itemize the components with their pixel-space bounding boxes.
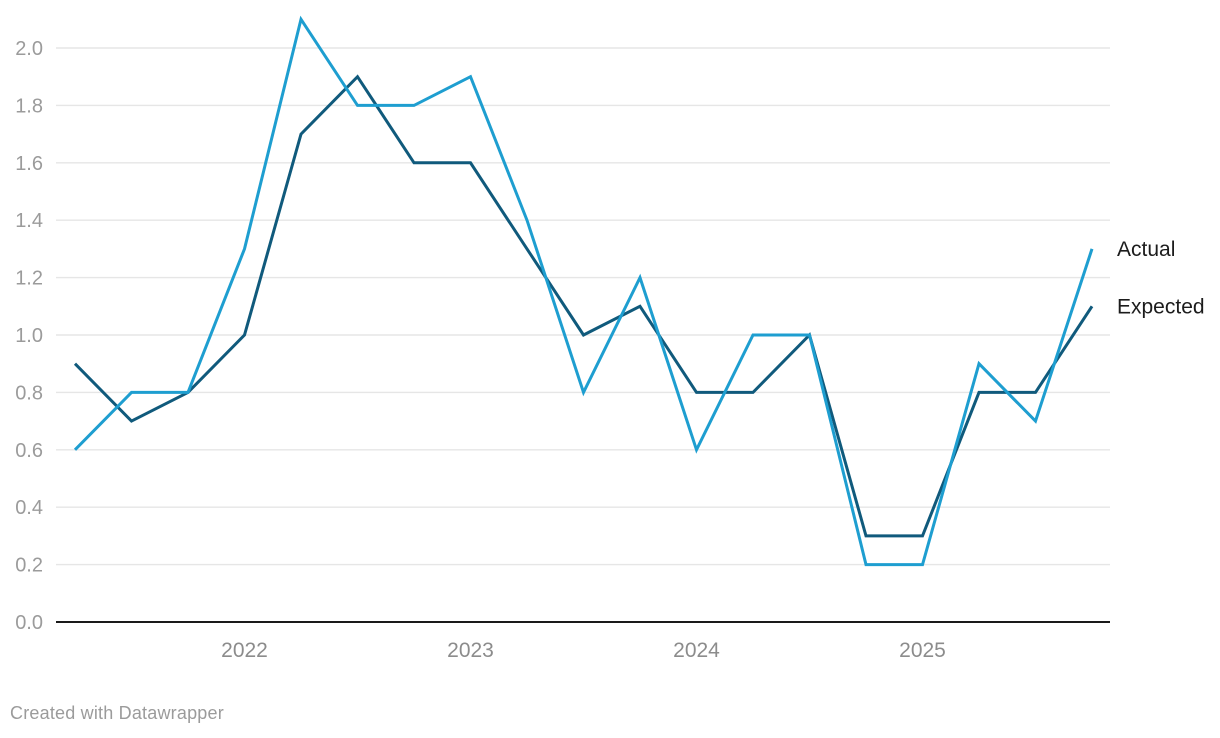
series-line-expected: [73, 74, 1094, 538]
legend-label-actual: Actual: [1117, 238, 1175, 261]
y-tick-label: 0.8: [15, 382, 43, 404]
x-tick-label: 2023: [447, 639, 494, 662]
x-tick-label: 2024: [673, 639, 720, 662]
legend-label-expected: Expected: [1117, 295, 1205, 318]
y-tick-label: 1.6: [15, 153, 43, 175]
y-tick-label: 2.0: [15, 38, 43, 60]
y-tick-label: 1.0: [15, 325, 43, 347]
x-tick-label: 2022: [221, 639, 268, 662]
y-tick-label: 1.8: [15, 95, 43, 117]
line-chart: 0.0 0.2 0.4 0.6 0.8 1.0 1.2 1.4 1.6 1.8 2.0 2022 202…: [15, 15, 1205, 662]
y-tick-label: 1.4: [15, 210, 43, 232]
y-tick-label: 0.6: [15, 440, 43, 462]
datawrapper-credit: Created with Datawrapper: [10, 703, 224, 723]
series-line-actual: [73, 15, 1094, 567]
y-tick-label: 0.4: [15, 497, 43, 519]
y-tick-label: 0.2: [15, 555, 43, 577]
x-tick-label: 2025: [899, 639, 946, 662]
y-tick-label: 1.2: [15, 268, 43, 290]
y-tick-label: 0.0: [15, 612, 43, 634]
